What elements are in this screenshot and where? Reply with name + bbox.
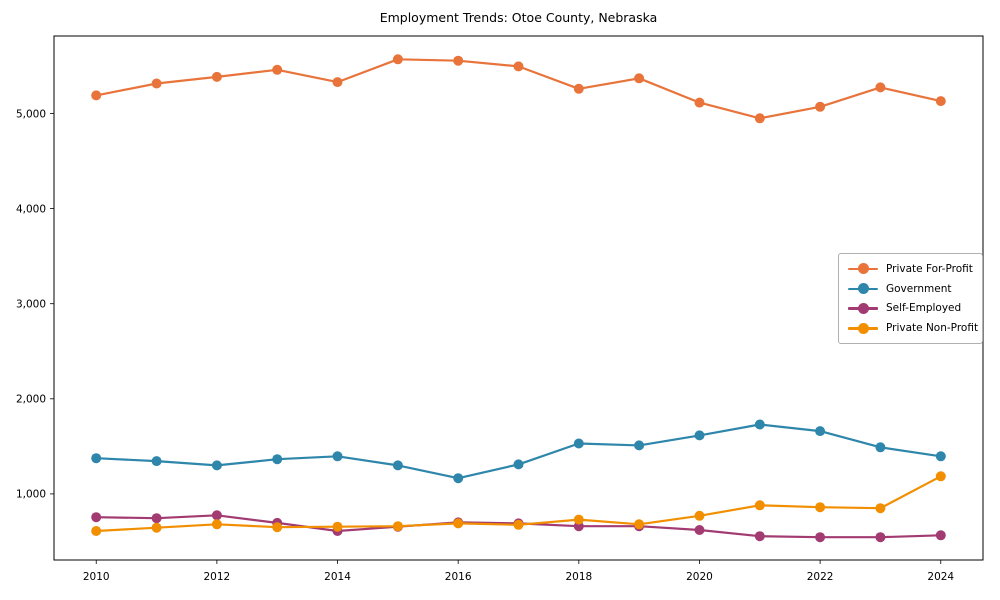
series-line-government	[96, 423, 941, 480]
data-point-private-for-profit	[453, 55, 464, 66]
line-dot-marker-icon	[848, 283, 878, 295]
y-axis-tick-label: 4,000	[16, 203, 46, 215]
y-axis-tick-label: 1,000	[16, 489, 46, 501]
data-point-private-non-profit	[453, 518, 464, 529]
chart-title: Employment Trends: Otoe County, Nebraska	[379, 10, 658, 25]
data-point-private-non-profit	[513, 519, 524, 530]
data-point-government	[573, 438, 584, 449]
data-point-private-non-profit	[272, 522, 283, 533]
data-point-government	[151, 456, 162, 467]
data-point-government	[694, 430, 705, 441]
data-point-government	[754, 419, 765, 430]
data-point-private-non-profit	[211, 519, 222, 530]
data-point-government	[935, 451, 946, 462]
data-point-government	[453, 473, 464, 484]
data-point-private-for-profit	[754, 113, 765, 124]
data-point-self-employed	[211, 510, 222, 521]
x-axis-tick-label: 2012	[204, 571, 231, 583]
data-point-private-non-profit	[815, 502, 826, 513]
data-point-self-employed	[151, 513, 162, 524]
x-axis-tick-label: 2014	[324, 571, 351, 583]
x-axis-tick-label: 2016	[445, 571, 472, 583]
data-point-government	[211, 460, 222, 471]
line-dot-marker-icon	[848, 263, 878, 275]
legend-item-self-employed: Self-Employed	[848, 299, 973, 318]
data-point-self-employed	[875, 532, 886, 543]
data-point-private-for-profit	[935, 96, 946, 107]
legend-item-private-non-profit: Private Non-Profit	[848, 319, 978, 338]
data-point-private-for-profit	[392, 54, 403, 65]
data-point-private-for-profit	[573, 83, 584, 94]
data-point-self-employed	[754, 531, 765, 542]
legend-item-government: Government	[848, 279, 973, 298]
data-point-private-non-profit	[91, 526, 102, 536]
data-point-private-for-profit	[332, 77, 343, 88]
line-dot-marker-icon	[848, 322, 878, 334]
y-axis-tick-label: 5,000	[16, 108, 46, 120]
data-point-government	[513, 459, 524, 470]
data-point-government	[634, 440, 645, 451]
y-axis-tick-label: 2,000	[16, 394, 46, 406]
line-dot-marker-icon	[848, 302, 878, 314]
data-point-private-for-profit	[875, 82, 886, 93]
x-axis-tick-label: 2022	[807, 571, 834, 583]
legend: Private For-Profit Government Self-Emplo…	[838, 253, 983, 344]
data-point-self-employed	[935, 530, 946, 541]
legend-item-label: Self-Employed	[886, 302, 962, 315]
data-point-private-non-profit	[694, 510, 705, 521]
data-point-self-employed	[815, 532, 826, 543]
legend-item-private-for-profit: Private For-Profit	[848, 259, 973, 278]
data-point-private-for-profit	[815, 101, 826, 112]
data-point-private-non-profit	[151, 522, 162, 533]
data-point-private-for-profit	[91, 90, 102, 101]
data-point-government	[272, 454, 283, 465]
legend-item-label: Government	[886, 282, 952, 295]
data-point-private-non-profit	[754, 500, 765, 511]
data-point-private-for-profit	[513, 61, 524, 72]
data-point-private-for-profit	[694, 97, 705, 108]
x-axis-tick-label: 2020	[686, 571, 713, 583]
data-point-private-for-profit	[272, 64, 283, 75]
x-axis-tick-label: 2010	[83, 571, 110, 583]
axis-frame	[53, 35, 984, 561]
y-axis-tick-label: 3,000	[16, 299, 46, 311]
data-point-private-non-profit	[935, 471, 946, 482]
x-axis-tick-label: 2024	[927, 571, 954, 583]
data-point-private-non-profit	[875, 503, 886, 514]
x-axis-tick-label: 2018	[565, 571, 592, 583]
data-point-private-for-profit	[211, 71, 222, 82]
data-point-self-employed	[91, 512, 102, 523]
data-point-government	[392, 460, 403, 471]
data-point-government	[875, 442, 886, 453]
legend-item-label: Private Non-Profit	[886, 322, 979, 335]
data-point-private-for-profit	[151, 78, 162, 89]
data-point-private-non-profit	[392, 521, 403, 532]
data-point-private-non-profit	[634, 519, 645, 530]
data-point-government	[91, 453, 102, 464]
data-point-government	[815, 426, 826, 437]
data-point-private-non-profit	[573, 514, 584, 525]
data-point-private-for-profit	[634, 73, 645, 84]
data-point-government	[332, 451, 343, 462]
legend-item-label: Private For-Profit	[886, 262, 973, 275]
data-point-self-employed	[694, 525, 705, 535]
data-point-private-non-profit	[332, 521, 343, 532]
